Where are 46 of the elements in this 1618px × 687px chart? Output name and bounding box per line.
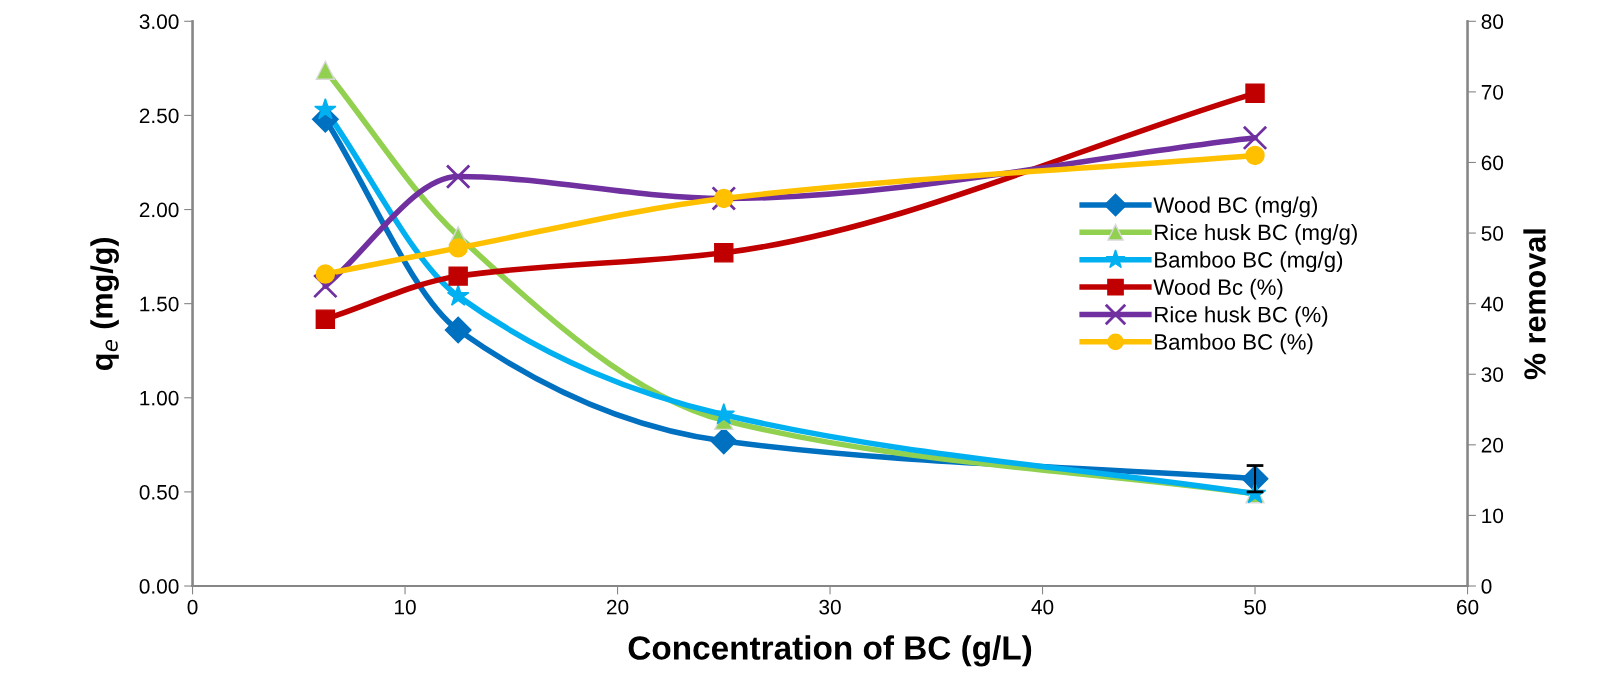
legend-label: Wood Bc (%) (1153, 278, 1283, 300)
point (448, 266, 468, 286)
x-tick-label: 50 (1244, 599, 1266, 615)
point (445, 164, 471, 190)
y-tick-label: 0.50 (139, 484, 179, 500)
y-tick-label: 0.00 (139, 579, 179, 594)
y2-tick-label: 10 (1482, 508, 1504, 524)
legend-label: Wood BC (mg/g) (1153, 196, 1317, 218)
legend-label: Bamboo BC (mg/g) (1155, 251, 1343, 273)
legend-label: Bamboo BC (%) (1155, 333, 1313, 355)
point (710, 427, 738, 455)
point (444, 316, 472, 344)
point (1245, 145, 1265, 166)
x-tick-label: 20 (607, 599, 629, 615)
point (315, 309, 336, 329)
x-tick-label: 60 (1457, 599, 1479, 615)
point (446, 284, 470, 306)
y-tick-label: 1.50 (140, 296, 179, 312)
y-tick-label: 2.00 (139, 202, 179, 218)
y-tick-label: 3.00 (139, 14, 179, 30)
x-axis-title: Concentration of BC (g/L) (628, 635, 1032, 667)
y2-tick-label: 80 (1481, 14, 1504, 30)
y2-tick-label: 30 (1481, 367, 1504, 382)
y2-tick-label: 40 (1481, 296, 1504, 312)
legend-label: Rice husk BC (%) (1155, 306, 1328, 327)
y-tick-label: 1.00 (140, 390, 179, 406)
x-tick-label: 10 (395, 599, 416, 615)
y-tick-label: 2.50 (139, 108, 179, 124)
y-axis-title: q$_{e}$ (mg/g) (90, 237, 119, 370)
point (314, 97, 337, 120)
y2-tick-label: 60 (1481, 155, 1504, 171)
legend-label: Rice husk BC (mg/g) (1155, 223, 1357, 245)
point (1245, 83, 1265, 104)
y2-tick-label: 0 (1481, 579, 1492, 594)
y2-tick-label: 20 (1481, 437, 1504, 453)
point (315, 60, 336, 80)
x-tick-label: 0 (187, 599, 198, 615)
point (448, 238, 468, 258)
y2-tick-label: 50 (1481, 226, 1504, 241)
y2-axis-title: % removal (1523, 229, 1546, 380)
point (714, 243, 734, 263)
point (1242, 125, 1268, 151)
point (315, 264, 336, 284)
y2-tick-label: 70 (1481, 84, 1504, 100)
x-tick-label: 30 (819, 599, 841, 615)
x-tick-label: 40 (1031, 599, 1054, 615)
